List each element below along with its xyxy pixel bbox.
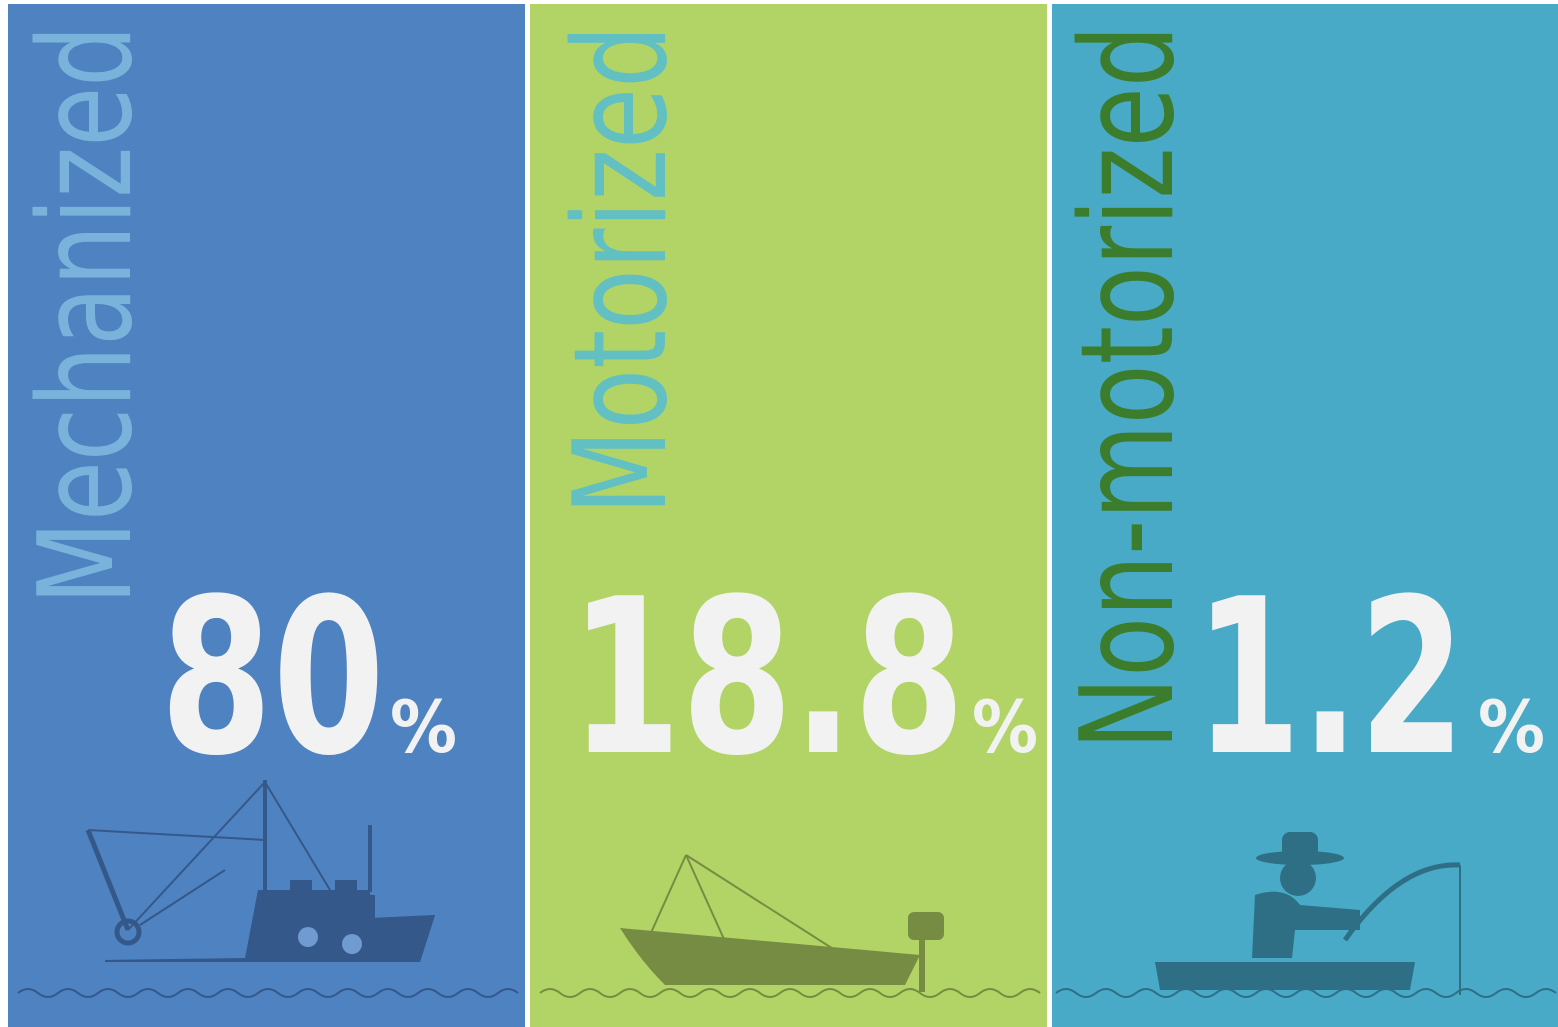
panel-label: Mechanized: [12, 25, 161, 605]
panel-value: 18.8: [570, 552, 965, 803]
panel-value: 80: [160, 552, 385, 803]
panel-unit: %: [1478, 685, 1545, 769]
panel-label: Motorized: [547, 25, 696, 515]
panel-unit: %: [972, 685, 1038, 769]
panel-unit: %: [390, 685, 457, 769]
panel-label: Non-motorized: [1054, 25, 1203, 750]
infographic: Mechanized80%Motorized18.8%Non-motorized…: [0, 0, 1558, 1027]
panel-value: 1.2: [1195, 552, 1465, 803]
